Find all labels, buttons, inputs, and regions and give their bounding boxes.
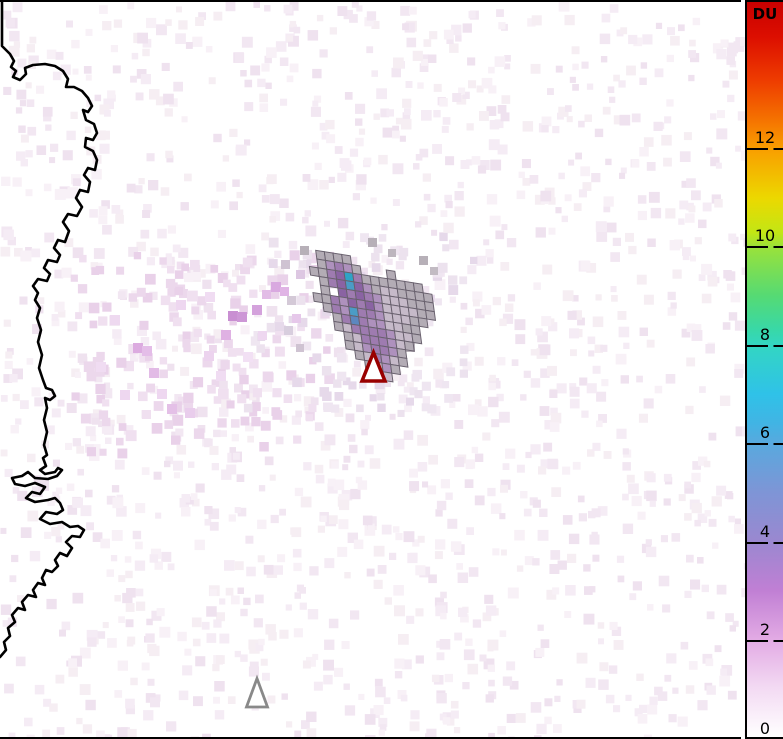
colorbar-tick-label: 4 (759, 521, 771, 541)
plume-cell (390, 363, 402, 376)
plume-cell (403, 340, 415, 352)
plume-cell (425, 309, 437, 321)
plume-trail (96, 270, 305, 418)
plume-grid (308, 249, 437, 383)
colorbar-gradient (747, 2, 783, 737)
trail-cell (237, 312, 247, 322)
trail-cell (167, 404, 177, 414)
trail-cell (204, 351, 214, 361)
trail-cell (205, 292, 215, 302)
trail-cell (252, 305, 262, 315)
colorbar-tick-label: 0 (759, 719, 771, 738)
trail-cell (228, 311, 238, 321)
colorbar: DU 12 10 8 6 4 2 0 (745, 0, 783, 739)
detached-cell (430, 267, 438, 275)
colorbar-tick-line (747, 541, 783, 544)
plume-cell (417, 317, 429, 329)
trail-cell (258, 331, 267, 340)
trail-cell (216, 371, 226, 381)
trail-cell (271, 282, 281, 292)
trail-cell (96, 362, 106, 372)
trail-cell (292, 314, 301, 323)
colorbar-tick-line (747, 640, 783, 643)
colorbar-tick-label: 2 (759, 620, 771, 640)
plume-cell (411, 333, 423, 345)
volcano-marker-red (359, 347, 388, 383)
detached-cell (388, 249, 396, 257)
trail-cell (149, 368, 159, 378)
colorbar-tick-label: 8 (759, 324, 771, 344)
colorbar-tick-line (747, 147, 783, 150)
detached-cell (281, 260, 290, 269)
detached-cell (300, 246, 309, 255)
volcano-marker-gray (244, 674, 270, 709)
trail-cell (262, 290, 271, 299)
colorbar-tick-line (747, 443, 783, 446)
colorbar-tick-label: 6 (759, 423, 771, 443)
trail-cell (296, 270, 305, 279)
trail-cell (280, 287, 289, 296)
trail-cell (120, 390, 130, 400)
detached-cell (287, 296, 296, 305)
trail-cell (176, 300, 186, 310)
trail-cell (142, 346, 152, 356)
coastline-path (0, 0, 99, 659)
trail-cell (110, 315, 120, 325)
detached-cell (368, 238, 377, 247)
colorbar-tick-line (747, 344, 783, 347)
detached-cell (284, 326, 293, 335)
trail-cell (221, 330, 231, 340)
colorbar-tick-label: 10 (754, 226, 776, 246)
colorbar-tick-line (747, 246, 783, 249)
trail-cell (157, 389, 167, 399)
colorbar-tick-label: 12 (754, 127, 776, 147)
plume-cell (397, 356, 409, 368)
colorbar-unit-label: DU (752, 5, 778, 23)
trail-cell (133, 343, 143, 353)
trail-cell (243, 352, 253, 362)
detached-cell (419, 256, 428, 265)
trail-cell (185, 408, 195, 418)
detached-cell (296, 344, 304, 352)
